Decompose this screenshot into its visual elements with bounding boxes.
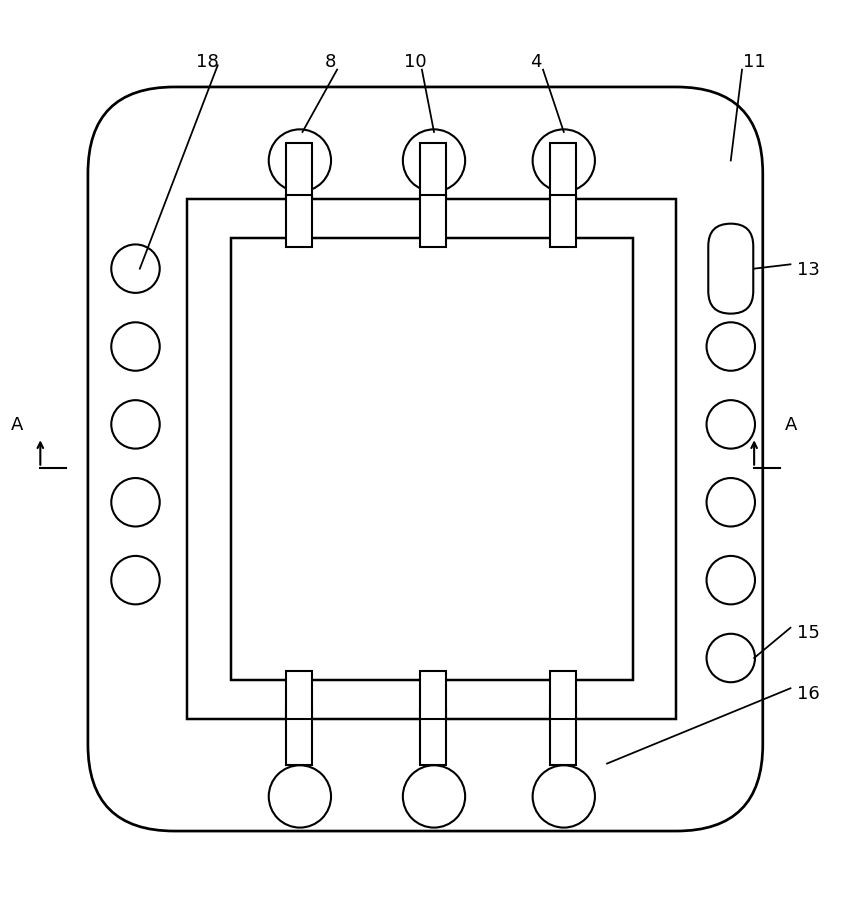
Circle shape	[707, 323, 755, 371]
Bar	[187, 200, 676, 719]
Text: A: A	[785, 415, 797, 434]
Bar	[286, 196, 312, 248]
Circle shape	[403, 130, 465, 192]
Bar	[286, 144, 312, 200]
Circle shape	[111, 401, 160, 449]
Circle shape	[111, 479, 160, 527]
Circle shape	[707, 479, 755, 527]
Text: 16: 16	[798, 684, 820, 702]
Circle shape	[707, 401, 755, 449]
Bar	[286, 709, 312, 766]
Circle shape	[269, 766, 331, 828]
Circle shape	[111, 245, 160, 293]
Circle shape	[111, 556, 160, 605]
Bar	[420, 196, 446, 248]
Bar	[550, 671, 575, 719]
Text: A: A	[10, 415, 23, 434]
Circle shape	[707, 556, 755, 605]
Text: 4: 4	[530, 53, 542, 71]
Circle shape	[403, 766, 465, 828]
Bar	[286, 671, 312, 719]
Bar	[420, 144, 446, 200]
Text: 15: 15	[798, 623, 820, 641]
Circle shape	[269, 130, 331, 192]
Bar	[550, 709, 575, 766]
Bar	[420, 671, 446, 719]
Bar	[550, 196, 575, 248]
Circle shape	[533, 130, 595, 192]
FancyBboxPatch shape	[708, 224, 753, 314]
Text: 18: 18	[196, 53, 219, 71]
Text: 10: 10	[404, 53, 426, 71]
Circle shape	[533, 766, 595, 828]
Bar	[420, 709, 446, 766]
Text: 11: 11	[743, 53, 766, 71]
Circle shape	[111, 323, 160, 371]
FancyBboxPatch shape	[88, 88, 763, 831]
Text: 13: 13	[798, 260, 820, 278]
Text: 8: 8	[325, 53, 336, 71]
Circle shape	[707, 634, 755, 683]
Bar	[231, 239, 633, 680]
Bar	[550, 144, 575, 200]
